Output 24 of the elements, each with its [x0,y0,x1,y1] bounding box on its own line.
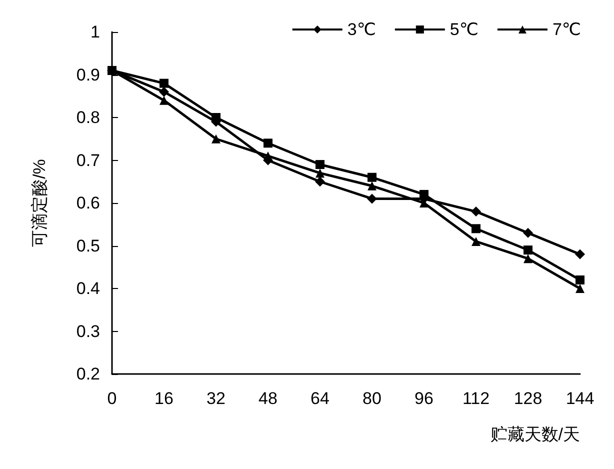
legend-label: 7℃ [552,20,581,39]
y-tick-label: 0.4 [76,279,100,298]
x-tick-label: 112 [462,389,490,408]
x-tick-label: 80 [362,389,382,408]
x-tick-label: 96 [414,389,434,408]
y-tick-label: 0.7 [76,150,100,170]
legend-label: 5℃ [450,20,478,39]
y-axis-title: 可滴定酸/% [30,159,49,247]
y-tick-label: 0.5 [76,236,100,256]
x-tick-label: 32 [206,389,226,408]
y-tick-label: 0.8 [76,108,100,127]
y-tick-label: 0.6 [76,194,100,212]
x-axis-title: 贮藏天数/天 [490,425,580,444]
x-tick-label: 0 [107,389,117,408]
y-tick-label: 0.9 [76,65,100,84]
legend-label: 3℃ [347,20,376,39]
y-tick-label: 0.2 [76,364,100,384]
x-tick-label: 64 [310,389,330,408]
x-tick-label: 128 [514,389,542,408]
y-tick-label: 0.3 [76,322,100,341]
x-tick-label: 144 [566,389,594,408]
x-tick-label: 16 [154,389,174,408]
y-tick-label: 1 [90,22,100,42]
x-tick-label: 48 [258,389,278,408]
